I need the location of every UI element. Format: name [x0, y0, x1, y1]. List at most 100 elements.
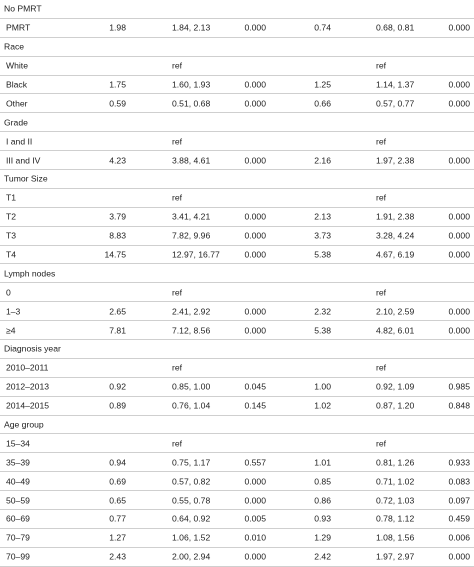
table-category-row: Age group: [0, 416, 474, 435]
cell-c1: 0.89: [109, 400, 126, 411]
cell-c4: 1.00: [314, 381, 331, 392]
row-label: Other: [6, 98, 28, 109]
cell-c5: 4.82, 6.01: [376, 325, 415, 336]
cell-c5: 0.78, 1.12: [376, 514, 415, 525]
cell-c5: 0.68, 0.81: [376, 23, 415, 34]
cell-c3: 0.045: [244, 381, 266, 392]
cell-c2: 0.75, 1.17: [172, 457, 211, 468]
cell-c5: 0.81, 1.26: [376, 457, 415, 468]
row-divider: [0, 55, 474, 57]
cell-c5: 1.14, 1.37: [376, 79, 415, 90]
table-row: 2014–2015 0.89 0.76, 1.04 0.145 1.02 0.87, 1.…: [0, 397, 474, 416]
row-label: T1: [6, 193, 17, 204]
cell-c2: 7.82, 9.96: [172, 230, 211, 241]
cell-c4: 0.74: [314, 23, 331, 34]
category-label: Age group: [4, 419, 44, 430]
category-label: Lymph nodes: [4, 268, 56, 279]
cell-c5: 0.71, 1.02: [376, 476, 415, 487]
cell-c4: 1.02: [314, 400, 331, 411]
cell-c1: 0.65: [109, 495, 126, 506]
cell-c1: 2.43: [109, 551, 126, 562]
cell-c1: 2.65: [109, 306, 126, 317]
cell-c1: 0.59: [109, 98, 126, 109]
cell-c3: 0.000: [244, 495, 266, 506]
cell-c2: ref: [172, 438, 183, 449]
row-divider: [0, 169, 474, 171]
cell-c4: 1.29: [314, 533, 331, 544]
table-row: T4 14.75 12.97, 16.77 0.000 5.38 4.67, 6.19 0.…: [0, 246, 474, 265]
row-divider: [0, 131, 474, 133]
table-row: 50–59 0.65 0.55, 0.78 0.000 0.86 0.72, 1.03 0.…: [0, 491, 474, 511]
row-divider: [0, 187, 474, 189]
cell-c5: 4.67, 6.19: [376, 249, 415, 260]
row-divider: [0, 452, 474, 454]
cell-c2: 0.76, 1.04: [172, 400, 211, 411]
cell-c5: 1.97, 2.38: [376, 155, 415, 166]
table-row: I and II ref ref: [0, 132, 474, 152]
row-label: Black: [6, 79, 28, 90]
cell-c4: 2.13: [314, 211, 331, 222]
cell-c4: 2.32: [314, 306, 331, 317]
cell-c3: 0.005: [244, 514, 266, 525]
cell-c3: 0.000: [244, 325, 266, 336]
row-divider: [0, 150, 474, 152]
table-category-row: Lymph nodes: [0, 264, 474, 284]
cell-c2: ref: [172, 363, 183, 374]
cell-c1: 8.83: [109, 230, 126, 241]
row-divider: [0, 320, 474, 322]
cell-c4: 0.93: [314, 514, 331, 525]
table-row: White ref ref: [0, 57, 474, 76]
cell-c1: 4.23: [109, 155, 126, 166]
cell-c3: 0.000: [244, 98, 266, 109]
cell-c3: 0.010: [244, 533, 266, 544]
cell-c6: 0.933: [448, 457, 470, 468]
row-label: PMRT: [6, 23, 31, 34]
cell-c5: 0.92, 1.09: [376, 381, 415, 392]
cell-c1: 0.92: [109, 381, 126, 392]
cell-c2: 12.97, 16.77: [172, 249, 220, 260]
cell-c2: 3.41, 4.21: [172, 211, 211, 222]
cell-c1: 14.75: [104, 249, 126, 260]
cell-c5: ref: [376, 60, 387, 71]
cell-c5: 2.10, 2.59: [376, 306, 415, 317]
cell-c5: 1.91, 2.38: [376, 211, 415, 222]
row-label: 60–69: [6, 514, 30, 525]
table-row: 70–79 1.27 1.06, 1.52 0.010 1.29 1.08, 1.56 0.…: [0, 529, 474, 548]
cell-c5: 0.87, 1.20: [376, 400, 415, 411]
cell-c2: ref: [172, 193, 183, 204]
cell-c5: 0.57, 0.77: [376, 98, 415, 109]
cell-c5: ref: [376, 136, 387, 147]
table-category-row: Race: [0, 38, 474, 57]
cell-c2: 7.12, 8.56: [172, 325, 211, 336]
cell-c6: 0.848: [448, 400, 470, 411]
table-row: ≥4 7.81 7.12, 8.56 0.000 5.38 4.82, 6.01 0.000: [0, 321, 474, 341]
cell-c6: 0.083: [448, 476, 470, 487]
row-divider: [0, 206, 474, 208]
cell-c6: 0.097: [448, 495, 470, 506]
cell-c6: 0.000: [448, 551, 470, 562]
cell-c3: 0.000: [244, 551, 266, 562]
row-label: 2012–2013: [6, 381, 50, 392]
cell-c4: 2.42: [314, 551, 331, 562]
cell-c3: 0.000: [244, 476, 266, 487]
cell-c5: 1.97, 2.97: [376, 551, 415, 562]
cell-c3: 0.145: [244, 400, 266, 411]
cell-c5: ref: [376, 193, 387, 204]
cell-c3: 0.000: [244, 230, 266, 241]
row-label: 15–34: [6, 438, 30, 449]
table-row: III and IV 4.23 3.88, 4.61 0.000 2.16 1.97, 2…: [0, 151, 474, 171]
cell-c6: 0.000: [448, 79, 470, 90]
row-divider: [0, 395, 474, 397]
table-row: T1 ref ref: [0, 189, 474, 208]
table-row: 15–34 ref ref: [0, 434, 474, 454]
row-label: T3: [6, 230, 17, 241]
table-category-row: No PMRT: [0, 0, 474, 19]
cell-c3: 0.000: [244, 249, 266, 260]
cell-c5: 1.08, 1.56: [376, 533, 415, 544]
cell-c2: ref: [172, 60, 183, 71]
row-divider: [0, 17, 474, 19]
cell-c3: 0.557: [244, 457, 266, 468]
category-label: Grade: [4, 117, 28, 128]
row-label: 40–49: [6, 476, 30, 487]
